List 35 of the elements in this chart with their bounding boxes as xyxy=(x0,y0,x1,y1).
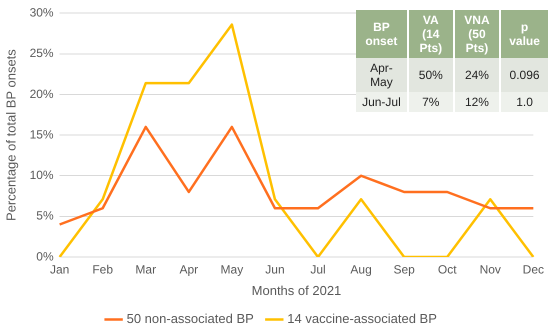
annotation: VA (14 Pts) xyxy=(408,10,454,58)
y-tick-label: 10% xyxy=(30,168,54,182)
annotation: Apr-May xyxy=(356,58,408,92)
annotation: BP onset xyxy=(356,10,408,58)
annotation: VNA (50 Pts) xyxy=(454,10,500,58)
annotation: 1.0 xyxy=(500,92,549,112)
annotation: 24% xyxy=(454,58,500,92)
x-tick-label: Aug xyxy=(350,262,372,277)
annotation: 12% xyxy=(454,92,500,112)
y-tick-label: 5% xyxy=(36,208,54,223)
y-tick-label: 25% xyxy=(30,46,54,60)
y-tick-label: 15% xyxy=(30,127,54,142)
annotation: Jun-Jul xyxy=(356,92,408,112)
x-tick-label: Dec xyxy=(522,262,544,277)
x-tick-label: Nov xyxy=(480,262,501,277)
y-tick-label: 0% xyxy=(36,249,54,264)
x-tick-label: Mar xyxy=(135,262,156,277)
x-tick-label: May xyxy=(220,262,244,277)
legend-label: 50 non-associated BP xyxy=(126,311,254,326)
annotation: 50% xyxy=(408,58,454,92)
annotation: 0.096 xyxy=(500,58,549,92)
x-tick-label: Feb xyxy=(92,262,114,277)
annotation: p value xyxy=(500,10,549,58)
y-axis-title: Percentage of total BP onsets xyxy=(3,48,18,221)
annotation: 7% xyxy=(408,92,454,112)
x-tick-label: Jan xyxy=(50,262,70,277)
y-tick-label: 30% xyxy=(30,6,54,20)
y-tick-label: 20% xyxy=(30,86,54,101)
x-tick-label: Jun xyxy=(265,262,285,277)
legend-label: 14 vaccine-associated BP xyxy=(287,311,437,326)
x-axis-title: Months of 2021 xyxy=(252,282,342,298)
x-tick-label: Apr xyxy=(179,262,198,277)
x-tick-label: Oct xyxy=(438,262,458,277)
x-tick-label: Sep xyxy=(393,262,416,277)
x-tick-label: Jul xyxy=(310,262,326,277)
